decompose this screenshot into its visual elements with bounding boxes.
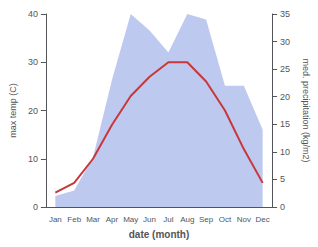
svg-text:25: 25 <box>280 64 290 74</box>
svg-text:10: 10 <box>28 154 38 164</box>
svg-text:Jul: Jul <box>163 215 173 224</box>
svg-text:Sep: Sep <box>199 215 214 224</box>
svg-text:Aug: Aug <box>180 215 194 224</box>
svg-text:10: 10 <box>280 147 290 157</box>
svg-text:date (month): date (month) <box>129 229 190 240</box>
svg-text:Jun: Jun <box>143 215 156 224</box>
svg-text:15: 15 <box>280 119 290 129</box>
svg-text:20: 20 <box>280 92 290 102</box>
svg-text:Mar: Mar <box>86 215 100 224</box>
svg-text:30: 30 <box>28 57 38 67</box>
svg-text:Feb: Feb <box>67 215 81 224</box>
svg-text:med. precipitation (kg/m2): med. precipitation (kg/m2) <box>301 58 311 162</box>
svg-text:Oct: Oct <box>219 215 232 224</box>
svg-text:20: 20 <box>28 106 38 116</box>
svg-text:35: 35 <box>280 9 290 19</box>
svg-text:Nov: Nov <box>237 215 251 224</box>
svg-text:Apr: Apr <box>106 215 119 224</box>
svg-text:Jan: Jan <box>49 215 62 224</box>
svg-text:40: 40 <box>28 9 38 19</box>
svg-text:0: 0 <box>33 202 38 212</box>
svg-text:May: May <box>123 215 138 224</box>
svg-text:5: 5 <box>280 174 285 184</box>
svg-text:Dec: Dec <box>256 215 270 224</box>
svg-text:max temp (C): max temp (C) <box>8 83 18 138</box>
svg-text:30: 30 <box>280 37 290 47</box>
svg-text:0: 0 <box>280 202 285 212</box>
